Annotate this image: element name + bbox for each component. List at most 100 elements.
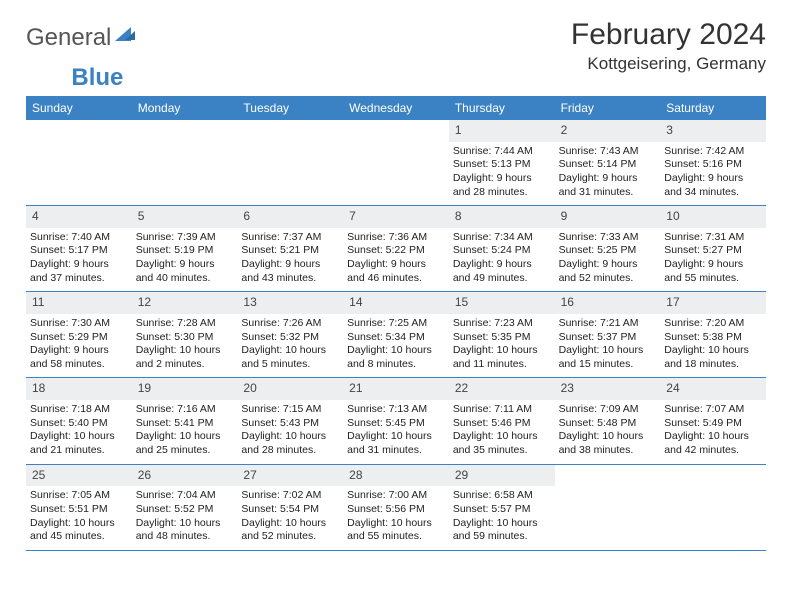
sunrise-text: Sunrise: 7:40 AM (30, 231, 128, 245)
sunset-text: Sunset: 5:52 PM (136, 503, 234, 517)
sunrise-text: Sunrise: 7:42 AM (664, 145, 762, 159)
sunrise-text: Sunrise: 7:09 AM (559, 403, 657, 417)
weekday-header: Monday (132, 96, 238, 120)
day-cell: 15Sunrise: 7:23 AMSunset: 5:35 PMDayligh… (449, 292, 555, 377)
daylight-text: Daylight: 10 hours (347, 430, 445, 444)
day-cell (26, 120, 132, 205)
daylight-text: and 28 minutes. (241, 444, 339, 458)
day-cell: 3Sunrise: 7:42 AMSunset: 5:16 PMDaylight… (660, 120, 766, 205)
daylight-text: and 43 minutes. (241, 272, 339, 286)
day-number: 21 (343, 378, 449, 400)
daylight-text: Daylight: 10 hours (30, 517, 128, 531)
day-cell (660, 465, 766, 550)
daylight-text: Daylight: 9 hours (559, 172, 657, 186)
sunset-text: Sunset: 5:29 PM (30, 331, 128, 345)
day-number: 3 (660, 120, 766, 142)
sunrise-text: Sunrise: 7:13 AM (347, 403, 445, 417)
sunrise-text: Sunrise: 7:25 AM (347, 317, 445, 331)
daylight-text: and 46 minutes. (347, 272, 445, 286)
sunset-text: Sunset: 5:54 PM (241, 503, 339, 517)
daylight-text: and 52 minutes. (559, 272, 657, 286)
sunrise-text: Sunrise: 7:16 AM (136, 403, 234, 417)
daylight-text: Daylight: 10 hours (453, 344, 551, 358)
daylight-text: Daylight: 10 hours (559, 430, 657, 444)
day-cell: 8Sunrise: 7:34 AMSunset: 5:24 PMDaylight… (449, 206, 555, 291)
daylight-text: Daylight: 9 hours (664, 172, 762, 186)
sunset-text: Sunset: 5:17 PM (30, 244, 128, 258)
weekday-header-row: Sunday Monday Tuesday Wednesday Thursday… (26, 96, 766, 120)
day-number: 14 (343, 292, 449, 314)
day-cell: 23Sunrise: 7:09 AMSunset: 5:48 PMDayligh… (555, 378, 661, 463)
daylight-text: and 49 minutes. (453, 272, 551, 286)
day-cell: 16Sunrise: 7:21 AMSunset: 5:37 PMDayligh… (555, 292, 661, 377)
week-row: 4 Sunrise: 7:40 AMSunset: 5:17 PMDaylight… (26, 206, 766, 292)
day-cell: 1Sunrise: 7:44 AMSunset: 5:13 PMDaylight… (449, 120, 555, 205)
day-number: 10 (660, 206, 766, 228)
day-number: 7 (343, 206, 449, 228)
daylight-text: and 25 minutes. (136, 444, 234, 458)
sunset-text: Sunset: 5:40 PM (30, 417, 128, 431)
day-cell: 11Sunrise: 7:30 AMSunset: 5:29 PMDayligh… (26, 292, 132, 377)
sunset-text: Sunset: 5:41 PM (136, 417, 234, 431)
sunset-text: Sunset: 5:49 PM (664, 417, 762, 431)
sunset-text: Sunset: 5:34 PM (347, 331, 445, 345)
sunrise-text: Sunrise: 7:30 AM (30, 317, 128, 331)
sunrise-text: Sunrise: 7:44 AM (453, 145, 551, 159)
day-cell: 5Sunrise: 7:39 AMSunset: 5:19 PMDaylight… (132, 206, 238, 291)
day-number: 28 (343, 465, 449, 487)
sunset-text: Sunset: 5:43 PM (241, 417, 339, 431)
day-number: 15 (449, 292, 555, 314)
weekday-header: Saturday (660, 96, 766, 120)
daylight-text: and 52 minutes. (241, 530, 339, 544)
day-number: 23 (555, 378, 661, 400)
sunset-text: Sunset: 5:30 PM (136, 331, 234, 345)
daylight-text: Daylight: 9 hours (453, 172, 551, 186)
day-cell: 4 Sunrise: 7:40 AMSunset: 5:17 PMDaylight… (26, 206, 132, 291)
daylight-text: Daylight: 10 hours (241, 430, 339, 444)
daylight-text: and 42 minutes. (664, 444, 762, 458)
day-number: 6 (237, 206, 343, 228)
daylight-text: Daylight: 10 hours (136, 517, 234, 531)
sunrise-text: Sunrise: 6:58 AM (453, 489, 551, 503)
sunset-text: Sunset: 5:45 PM (347, 417, 445, 431)
sunset-text: Sunset: 5:21 PM (241, 244, 339, 258)
sunset-text: Sunset: 5:27 PM (664, 244, 762, 258)
brand-logo: General (26, 18, 131, 52)
sunset-text: Sunset: 5:35 PM (453, 331, 551, 345)
logo-mark-icon (115, 27, 131, 41)
daylight-text: Daylight: 10 hours (559, 344, 657, 358)
daylight-text: and 5 minutes. (241, 358, 339, 372)
day-number (343, 120, 449, 126)
daylight-text: and 59 minutes. (453, 530, 551, 544)
daylight-text: and 31 minutes. (347, 444, 445, 458)
daylight-text: and 31 minutes. (559, 186, 657, 200)
day-number: 16 (555, 292, 661, 314)
day-cell: 24Sunrise: 7:07 AMSunset: 5:49 PMDayligh… (660, 378, 766, 463)
daylight-text: Daylight: 10 hours (136, 430, 234, 444)
sunrise-text: Sunrise: 7:28 AM (136, 317, 234, 331)
sunrise-text: Sunrise: 7:37 AM (241, 231, 339, 245)
daylight-text: and 15 minutes. (559, 358, 657, 372)
day-number: 4 (26, 206, 132, 228)
sunrise-text: Sunrise: 7:34 AM (453, 231, 551, 245)
day-number: 29 (449, 465, 555, 487)
daylight-text: and 38 minutes. (559, 444, 657, 458)
daylight-text: and 8 minutes. (347, 358, 445, 372)
sunrise-text: Sunrise: 7:31 AM (664, 231, 762, 245)
day-cell: 20Sunrise: 7:15 AMSunset: 5:43 PMDayligh… (237, 378, 343, 463)
sunset-text: Sunset: 5:37 PM (559, 331, 657, 345)
day-cell: 29Sunrise: 6:58 AMSunset: 5:57 PMDayligh… (449, 465, 555, 550)
daylight-text: Daylight: 10 hours (347, 344, 445, 358)
daylight-text: and 18 minutes. (664, 358, 762, 372)
daylight-text: and 48 minutes. (136, 530, 234, 544)
day-number: 24 (660, 378, 766, 400)
daylight-text: Daylight: 10 hours (347, 517, 445, 531)
daylight-text: Daylight: 9 hours (30, 258, 128, 272)
sunset-text: Sunset: 5:24 PM (453, 244, 551, 258)
day-cell: 10Sunrise: 7:31 AMSunset: 5:27 PMDayligh… (660, 206, 766, 291)
weekday-header: Wednesday (343, 96, 449, 120)
weekday-header: Sunday (26, 96, 132, 120)
daylight-text: Daylight: 10 hours (453, 430, 551, 444)
day-number: 1 (449, 120, 555, 142)
day-cell: 21 Sunrise: 7:13 AMSunset: 5:45 PMDayligh… (343, 378, 449, 463)
